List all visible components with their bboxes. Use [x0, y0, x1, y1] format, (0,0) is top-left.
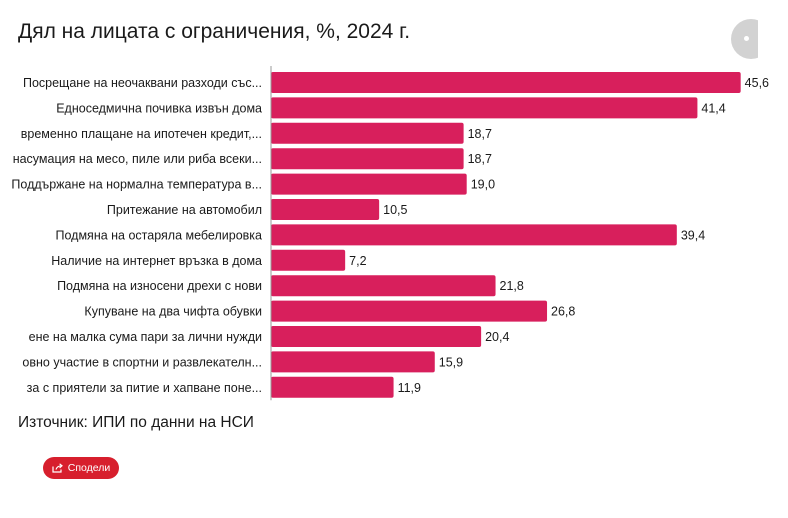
data-label: 20,4: [485, 330, 509, 344]
category-label: ене на малка сума пари за лични нужди: [29, 330, 262, 344]
bar[interactable]: [271, 173, 467, 195]
bar[interactable]: [271, 326, 482, 347]
share-button[interactable]: Сподели: [43, 457, 119, 479]
category-label: Подмяна на остаряла мебелировка: [56, 228, 263, 242]
bar[interactable]: [271, 148, 464, 170]
category-label: Посрещане на неочаквани разходи със...: [23, 76, 262, 90]
data-label: 18,7: [468, 152, 492, 166]
chart-title: Дял на лицата с ограничения, %, 2024 г.: [18, 20, 411, 43]
data-label: 18,7: [468, 127, 492, 141]
data-label: 10,5: [383, 203, 407, 217]
category-label: Поддържане на нормална температура в...: [11, 178, 262, 192]
data-label: 26,8: [551, 305, 575, 319]
category-label: Притежание на автомобил: [107, 203, 262, 217]
data-label: 11,9: [398, 381, 421, 395]
category-label: Купуване на два чифта обувки: [84, 305, 262, 319]
category-label: временно плащане на ипотечен кредит,...: [21, 127, 262, 141]
category-label: Наличие на интернет връзка в дома: [51, 254, 262, 268]
bar[interactable]: [271, 249, 346, 271]
bar[interactable]: [271, 72, 741, 93]
data-label: 41,4: [701, 101, 725, 115]
category-label: Подмяна на износени дрехи с нови: [57, 279, 262, 293]
bar[interactable]: [271, 275, 496, 297]
data-label: 7,2: [349, 254, 366, 268]
category-label: Едноседмична почивка извън дома: [56, 101, 262, 115]
category-label: за с приятели за питие и хапване поне...: [27, 381, 262, 395]
bar[interactable]: [271, 97, 698, 119]
source-note: Източник: ИПИ по данни на НСИ: [18, 414, 254, 431]
data-label: 15,9: [439, 355, 463, 369]
share-icon: [52, 463, 63, 473]
bar[interactable]: [271, 351, 435, 373]
bar[interactable]: [271, 300, 548, 322]
bar[interactable]: [271, 199, 380, 220]
bar-chart: Посрещане на неочаквани разходи със... 45…: [11, 66, 769, 401]
data-label: 39,4: [681, 228, 705, 242]
data-label: 19,0: [471, 178, 495, 192]
data-label: 45,6: [745, 76, 769, 90]
bar[interactable]: [271, 224, 677, 246]
category-label: овно участие в спортни и развлекателн...: [22, 355, 262, 369]
share-label: Сподели: [67, 462, 111, 474]
bar[interactable]: [271, 122, 464, 144]
category-label: насумация на месо, пиле или риба всеки..…: [13, 152, 262, 166]
data-label: 21,8: [500, 279, 524, 293]
bar[interactable]: [271, 376, 394, 398]
